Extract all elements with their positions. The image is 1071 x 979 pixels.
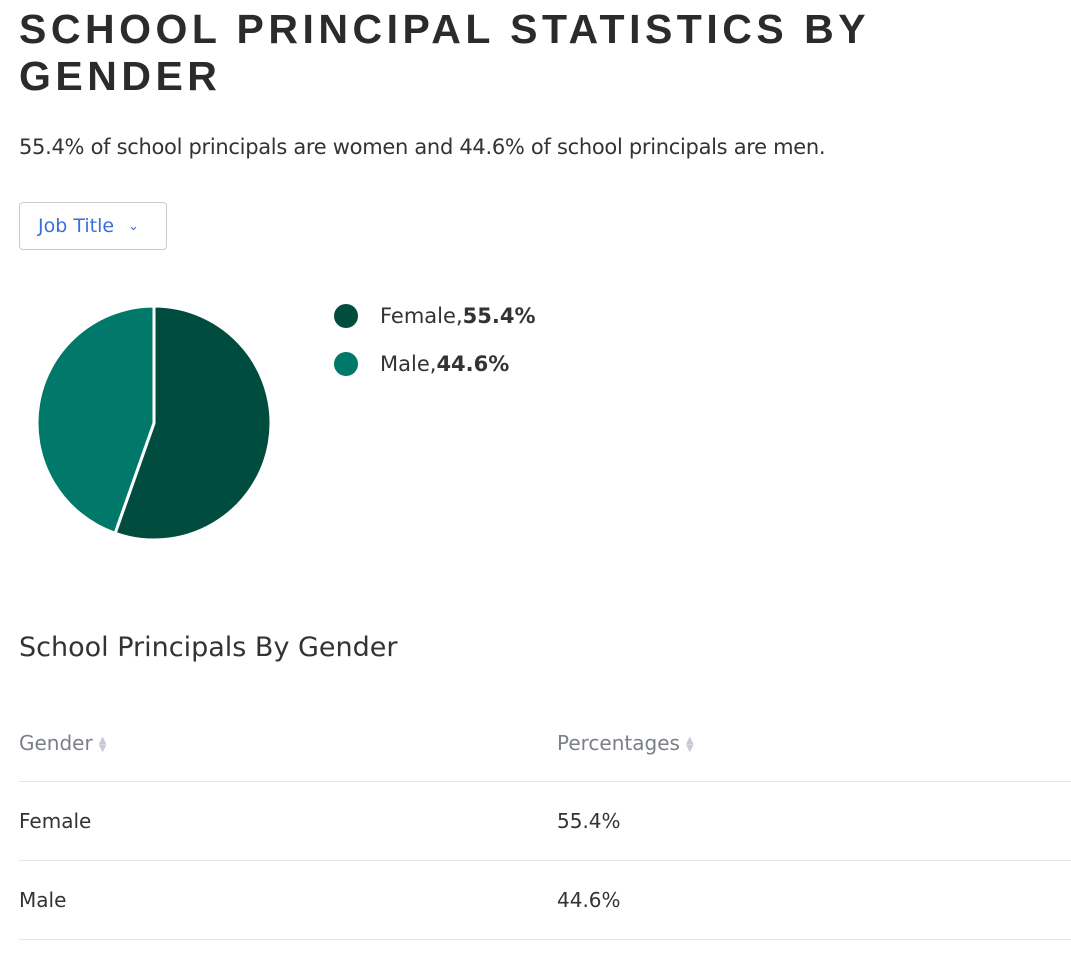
cell-gender: Male	[19, 860, 557, 940]
legend-label: Male	[380, 352, 430, 376]
cell-percentage: 44.6%	[557, 860, 1071, 940]
legend-swatch-male	[334, 352, 358, 376]
legend-sep: ,	[455, 304, 463, 328]
legend-item-male: Male, 44.6%	[334, 340, 535, 388]
pie-slice-male[interactable]	[35, 304, 156, 536]
header-label: Gender	[19, 731, 93, 755]
chevron-down-icon: ⌄	[128, 218, 139, 234]
header-label: Percentages	[557, 731, 680, 755]
table-header-row: Gender ▲ ▼ Percentages ▲ ▼	[19, 705, 1071, 782]
table-row: Female 55.4%	[19, 781, 1071, 861]
header-percentages[interactable]: Percentages ▲ ▼	[557, 705, 1071, 782]
chart-legend: Female, 55.4% Male, 44.6%	[334, 292, 535, 388]
legend-swatch-female	[334, 304, 358, 328]
legend-label: Female	[380, 304, 456, 328]
cell-gender: Female	[19, 781, 557, 861]
gender-table: Gender ▲ ▼ Percentages ▲ ▼ Female 55.4% Male…	[19, 705, 1071, 940]
cell-percentage: 55.4%	[557, 781, 1071, 861]
job-title-dropdown[interactable]: Job Title ⌄	[19, 202, 167, 250]
page-title: SCHOOL PRINCIPAL STATISTICS BY GENDER	[19, 6, 870, 99]
sort-icon[interactable]: ▲ ▼	[98, 734, 107, 754]
pie-chart	[35, 304, 273, 542]
legend-value: 55.4%	[462, 304, 536, 328]
sort-icon[interactable]: ▲ ▼	[685, 734, 694, 754]
header-gender[interactable]: Gender ▲ ▼	[19, 705, 557, 782]
table-row: Male 44.6%	[19, 860, 1071, 940]
legend-item-female: Female, 55.4%	[334, 292, 535, 340]
legend-value: 44.6%	[436, 352, 510, 376]
table-title: School Principals By Gender	[19, 632, 398, 663]
summary-text: 55.4% of school principals are women and…	[19, 135, 826, 159]
dropdown-label: Job Title	[38, 215, 115, 237]
legend-sep: ,	[429, 352, 437, 376]
